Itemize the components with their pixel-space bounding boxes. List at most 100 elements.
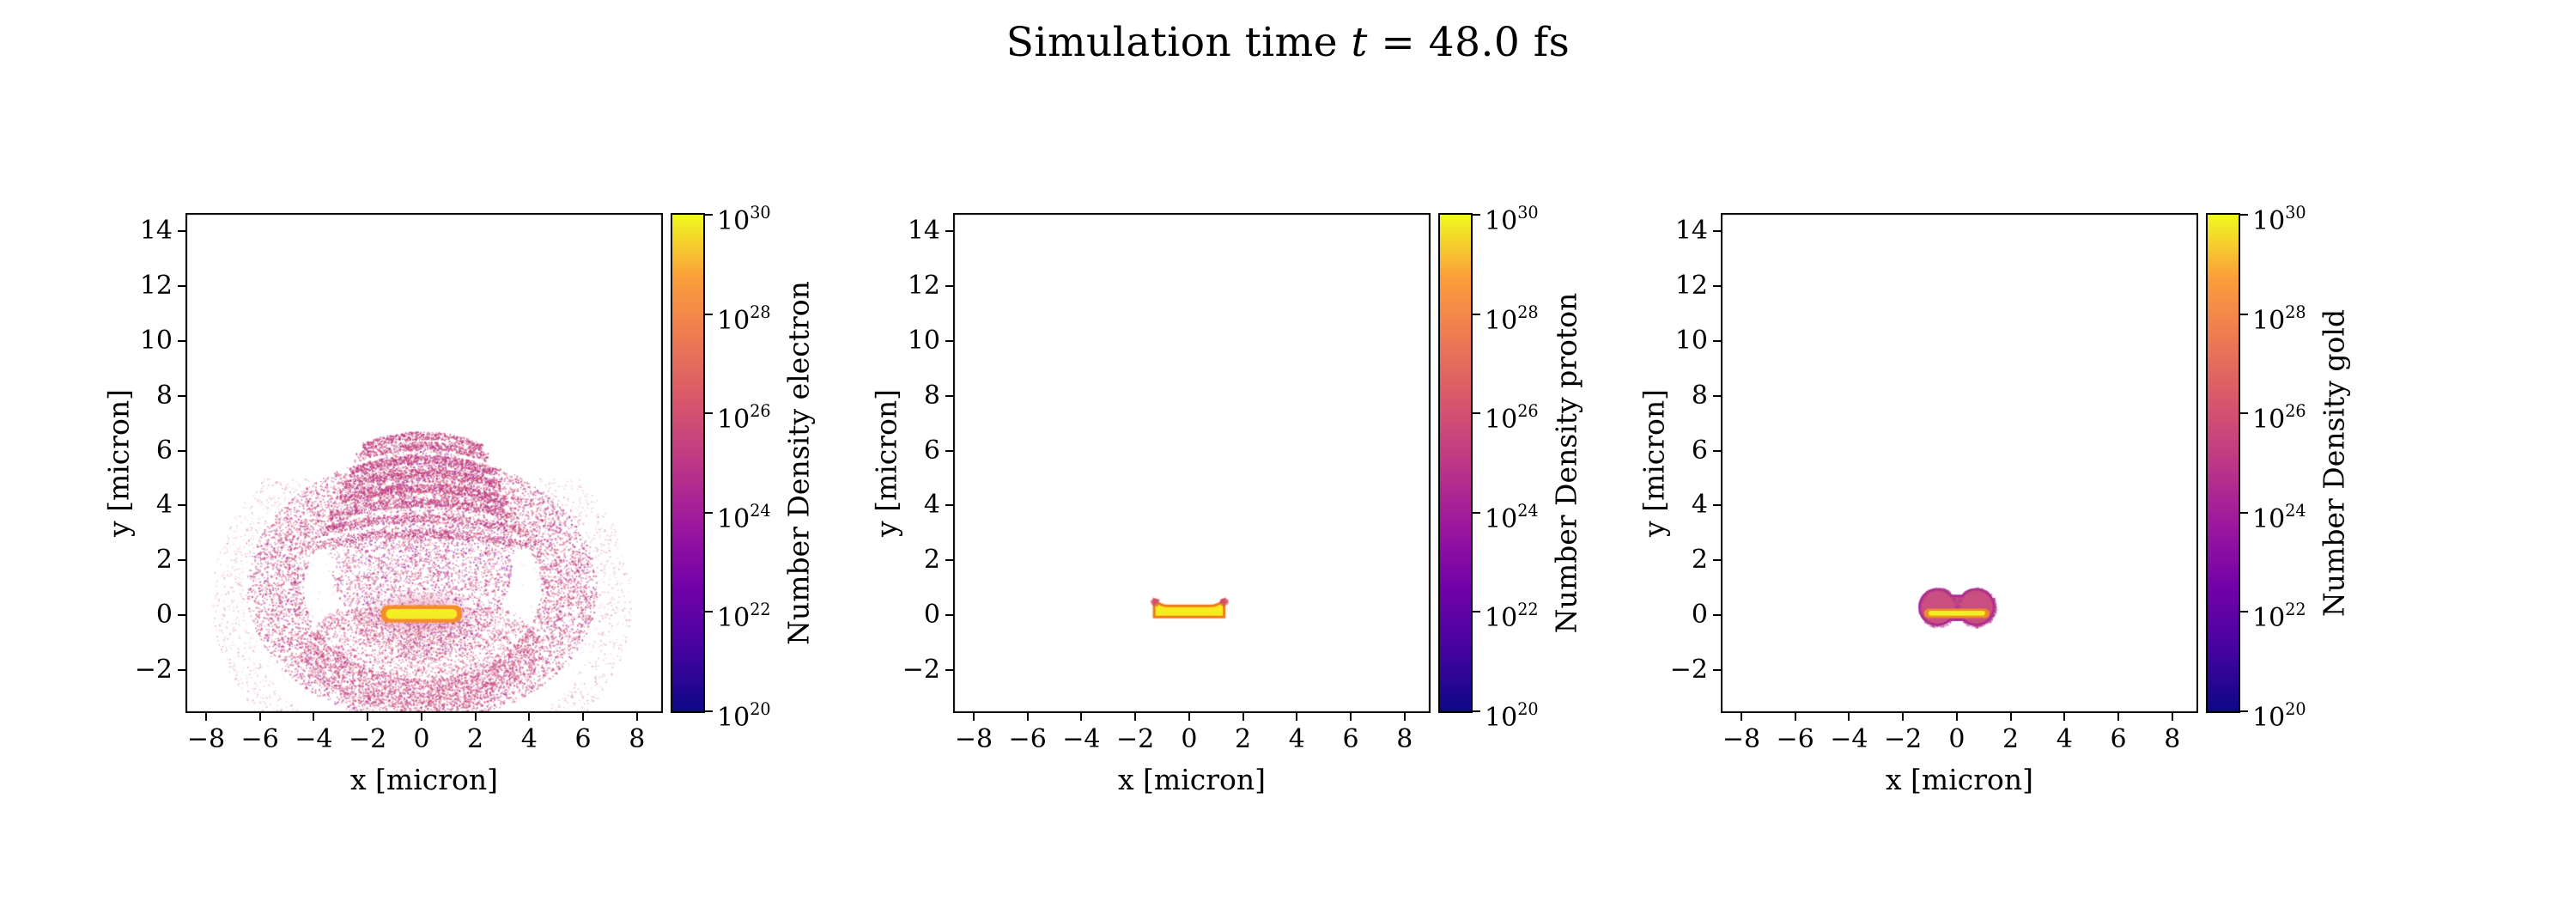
colorbar-gold — [2206, 213, 2240, 713]
x-tick-mark — [528, 713, 531, 721]
x-tick-mark — [204, 713, 207, 721]
y-tick-mark — [945, 394, 953, 397]
density-map-gold — [1721, 213, 2198, 713]
figure-title: Simulation time t = 48.0 fs — [0, 19, 2576, 66]
colorbar-tick-label: 1022 — [717, 600, 771, 634]
colorbar-tick-mark — [1473, 412, 1480, 415]
title-suffix: = 48.0 fs — [1367, 19, 1571, 66]
x-tick-mark — [1955, 713, 1958, 721]
colorbar-tick-mark — [705, 511, 713, 514]
y-tick-mark — [1713, 339, 1721, 342]
x-tick-label: −2 — [1116, 724, 1155, 754]
y-tick-label: 0 — [155, 600, 173, 631]
y-tick-label: −2 — [134, 655, 173, 686]
x-tick-mark — [1794, 713, 1796, 721]
colorbar-tick-mark — [1473, 313, 1480, 315]
title-variable: t — [1351, 19, 1368, 66]
y-tick-mark — [178, 339, 185, 342]
x-tick-label: 4 — [520, 724, 538, 754]
x-tick-mark — [258, 713, 261, 721]
x-tick-mark — [1902, 713, 1905, 721]
x-tick-label: −2 — [349, 724, 387, 754]
panel-proton: y [micron] x [micron] Number Density pro… — [768, 0, 1626, 902]
y-tick-mark — [1713, 394, 1721, 397]
colorbar-tick-mark — [705, 611, 713, 613]
colorbar-tick-label: 1028 — [1485, 302, 1539, 336]
y-tick-mark — [945, 504, 953, 507]
density-map-proton — [953, 213, 1431, 713]
x-tick-mark — [972, 713, 975, 721]
x-tick-label: 4 — [1288, 724, 1305, 754]
y-tick-mark — [945, 669, 953, 672]
colorbar-tick-mark — [705, 214, 713, 216]
x-tick-label: 4 — [2056, 724, 2073, 754]
y-tick-label: −2 — [902, 655, 940, 686]
y-tick-label: 10 — [139, 325, 173, 356]
y-tick-label: 14 — [139, 216, 173, 247]
colorbar-tick-mark — [1473, 511, 1480, 514]
colorbar-tick-label: 1020 — [2252, 699, 2306, 733]
colorbar-tick-label: 1026 — [1485, 401, 1539, 436]
x-tick-mark — [1134, 713, 1137, 721]
x-tick-mark — [635, 713, 638, 721]
y-tick-mark — [178, 504, 185, 507]
y-tick-mark — [178, 559, 185, 562]
y-tick-mark — [178, 614, 185, 617]
y-tick-label: 2 — [155, 545, 173, 576]
y-tick-mark — [1713, 230, 1721, 233]
x-tick-label: −6 — [240, 724, 279, 754]
colorbar-tick-mark — [705, 412, 713, 415]
x-tick-label: −8 — [954, 724, 993, 754]
colorbar-tick-label: 1024 — [2252, 500, 2306, 534]
y-tick-label: 2 — [1691, 545, 1708, 576]
y-tick-label: 10 — [1674, 325, 1708, 356]
colorbar-tick-label: 1024 — [1485, 500, 1539, 534]
x-tick-mark — [1740, 713, 1742, 721]
x-tick-mark — [582, 713, 585, 721]
x-tick-label: −8 — [186, 724, 226, 754]
y-axis-label: y [micron] — [1637, 388, 1671, 538]
x-tick-label: −2 — [1884, 724, 1923, 754]
x-tick-label: 6 — [574, 724, 592, 754]
x-tick-label: 8 — [2164, 724, 2181, 754]
y-tick-label: 2 — [923, 545, 940, 576]
colorbar-tick-label: 1028 — [2252, 302, 2306, 336]
x-tick-label: −6 — [1776, 724, 1814, 754]
y-tick-label: 14 — [1674, 216, 1708, 247]
colorbar-tick-mark — [2240, 710, 2248, 712]
y-tick-mark — [1713, 285, 1721, 288]
colorbar-tick-label: 1030 — [2252, 203, 2306, 236]
y-tick-label: 14 — [907, 216, 940, 247]
y-tick-label: 10 — [907, 325, 940, 356]
x-tick-label: 8 — [1396, 724, 1413, 754]
y-tick-mark — [945, 449, 953, 452]
y-tick-label: 12 — [907, 271, 940, 302]
x-tick-label: 6 — [1342, 724, 1359, 754]
x-tick-mark — [1848, 713, 1850, 721]
y-tick-mark — [178, 669, 185, 672]
colorbar-tick-mark — [2240, 313, 2248, 315]
y-axis-label: y [micron] — [869, 388, 903, 538]
x-tick-mark — [1188, 713, 1190, 721]
y-tick-mark — [178, 285, 185, 288]
colorbar-electron — [671, 213, 705, 713]
y-tick-label: 12 — [1674, 271, 1708, 302]
y-tick-mark — [945, 559, 953, 562]
y-tick-label: 0 — [923, 600, 940, 631]
x-tick-label: 8 — [629, 724, 646, 754]
x-tick-label: 6 — [2110, 724, 2127, 754]
x-tick-label: −4 — [1830, 724, 1868, 754]
x-tick-mark — [1350, 713, 1352, 721]
y-tick-mark — [1713, 614, 1721, 617]
y-tick-mark — [178, 230, 185, 233]
x-tick-mark — [2171, 713, 2173, 721]
y-tick-mark — [1713, 449, 1721, 452]
x-tick-label: 0 — [1181, 724, 1198, 754]
x-tick-mark — [2117, 713, 2120, 721]
colorbar-tick-mark — [1473, 611, 1480, 613]
colorbar-tick-label: 1022 — [2252, 600, 2306, 634]
x-axis-label: x [micron] — [349, 763, 499, 796]
x-tick-mark — [367, 713, 369, 721]
x-tick-label: 0 — [1948, 724, 1965, 754]
colorbar-tick-mark — [705, 710, 713, 712]
